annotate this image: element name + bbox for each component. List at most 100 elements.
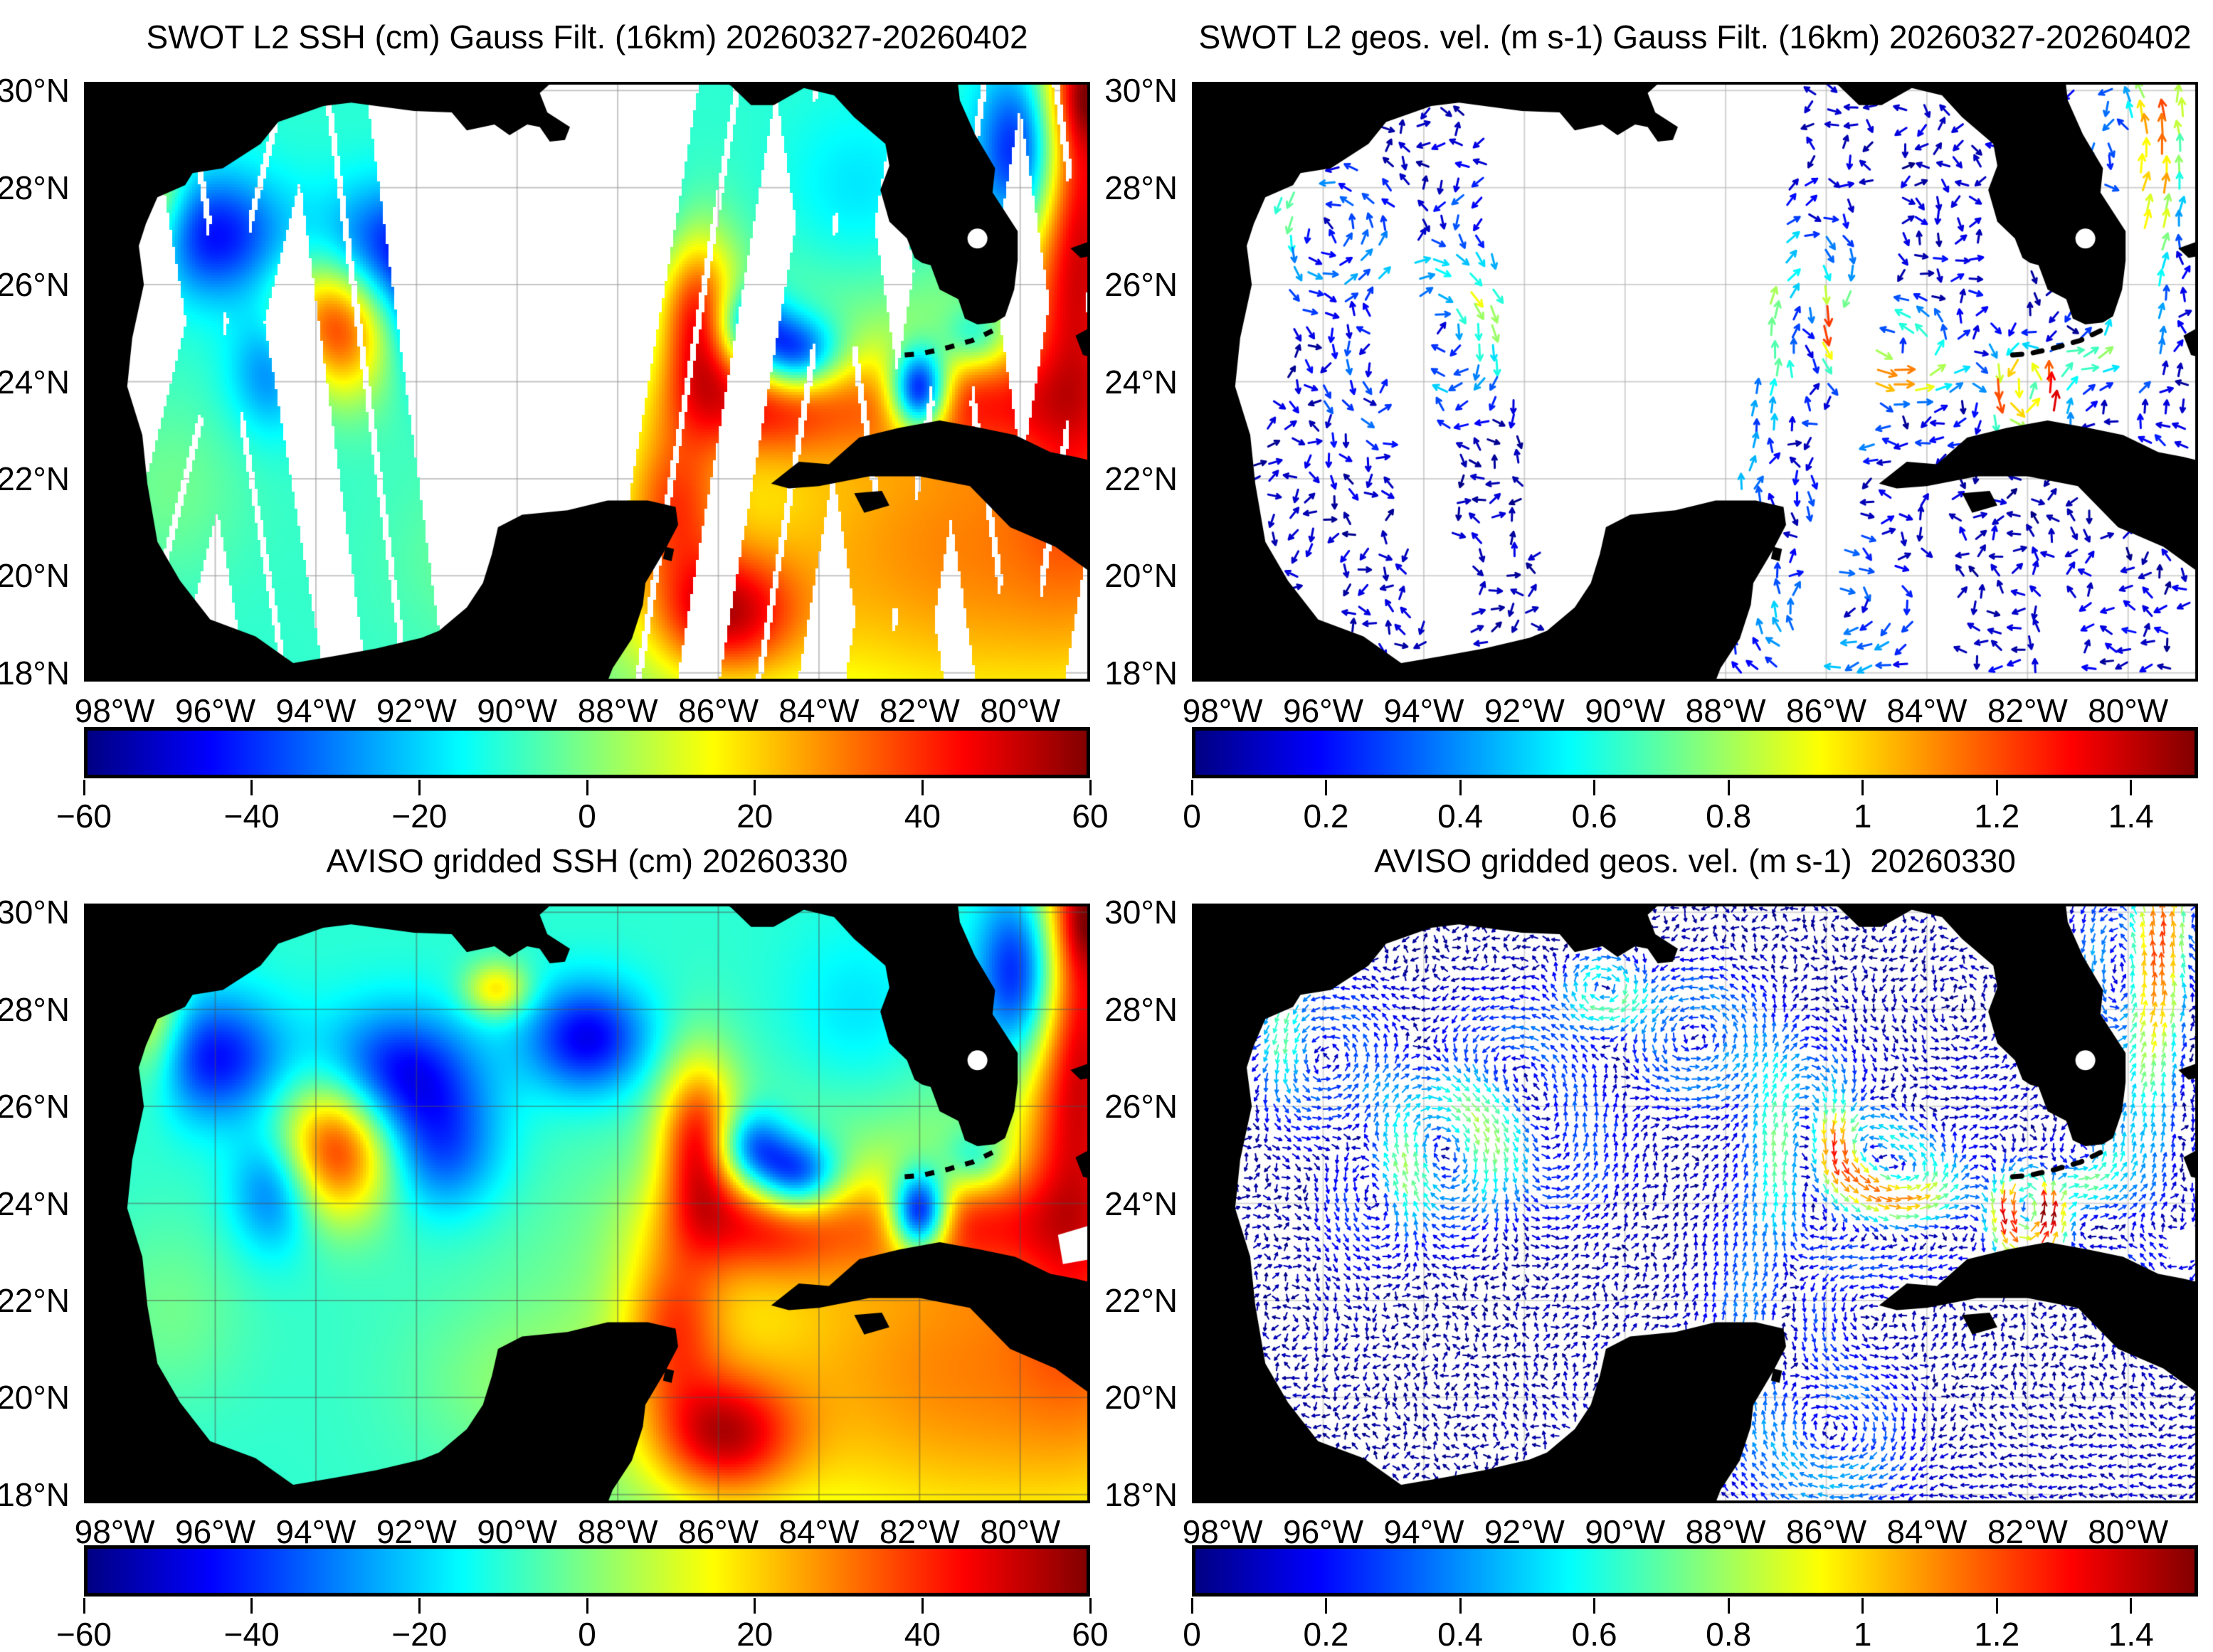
y-tick-label: 30°N: [1104, 72, 1178, 110]
colorbar-tick-label: 1: [1853, 1616, 1872, 1652]
colorbar-vel-top: [1192, 727, 2198, 778]
x-tick-label: 90°W: [1585, 1513, 1666, 1550]
colorbar-tick-label: 1: [1853, 798, 1872, 835]
x-tick-label: 92°W: [1484, 1513, 1565, 1550]
colorbar-tick-mark: [2130, 780, 2133, 795]
colorbar-tick-mark: [1325, 780, 1328, 795]
panel-title-aviso-ssh: AVISO gridded SSH (cm) 20260330: [326, 842, 848, 879]
x-tick-label: 82°W: [1987, 1513, 2068, 1550]
x-tick-label: 98°W: [1182, 1513, 1263, 1550]
x-tick-label: 84°W: [778, 1513, 860, 1550]
y-tick-label: 26°N: [1104, 266, 1178, 304]
colorbar-tick-label: 0.2: [1303, 1616, 1349, 1652]
x-tick-label: 90°W: [477, 692, 558, 729]
colorbar-tick-label: −60: [56, 1616, 112, 1652]
y-tick-label: 24°N: [1104, 363, 1178, 401]
x-tick-label: 80°W: [2088, 692, 2169, 729]
colorbar-tick-mark: [1995, 780, 1998, 795]
y-tick-label: 22°N: [1104, 1281, 1178, 1319]
colorbar-tick-mark: [1861, 780, 1864, 795]
panel-title-swot-ssh: SWOT L2 SSH (cm) Gauss Filt. (16km) 2026…: [146, 18, 1028, 55]
y-tick-label: 24°N: [1104, 1185, 1178, 1222]
colorbar-tick-mark: [2130, 1598, 2133, 1614]
colorbar-tick-label: 0.6: [1571, 798, 1617, 835]
colorbar-tick-label: 20: [736, 1616, 773, 1652]
y-tick-label: 20°N: [1104, 1379, 1178, 1417]
map-canvas-aviso-vel: [1192, 904, 2198, 1503]
y-tick-label: 26°N: [0, 1088, 70, 1126]
y-tick-label: 20°N: [1104, 557, 1178, 595]
x-tick-label: 88°W: [577, 692, 658, 729]
x-tick-label: 86°W: [678, 692, 759, 729]
colorbar-tick-label: 0: [1183, 798, 1201, 835]
colorbar-tick-mark: [754, 1598, 756, 1614]
colorbar-tick-mark: [1727, 1598, 1730, 1614]
colorbar-tick-mark: [1190, 1598, 1193, 1614]
colorbar-tick-mark: [1459, 780, 1462, 795]
colorbar-tick-mark: [1861, 1598, 1864, 1614]
colorbar-tick-mark: [1089, 780, 1092, 795]
colorbar-tick-label: 0.2: [1303, 798, 1349, 835]
y-tick-label: 18°N: [1104, 654, 1178, 692]
x-tick-label: 94°W: [275, 1513, 356, 1550]
colorbar-tick-label: 0.4: [1437, 798, 1484, 835]
colorbar-tick-label: 0: [578, 798, 596, 835]
y-tick-label: 26°N: [1104, 1088, 1178, 1126]
colorbar-vel-bottom: [1192, 1545, 2198, 1597]
x-tick-label: 92°W: [376, 692, 457, 729]
y-tick-label: 26°N: [0, 266, 70, 304]
colorbar-ssh-bottom: [84, 1545, 1090, 1597]
y-tick-label: 28°N: [0, 169, 70, 206]
x-tick-label: 82°W: [879, 1513, 960, 1550]
x-tick-label: 90°W: [477, 1513, 558, 1550]
colorbar-tick-label: 0.6: [1571, 1616, 1617, 1652]
x-tick-label: 80°W: [2088, 1513, 2169, 1550]
y-tick-label: 28°N: [1104, 169, 1178, 206]
x-tick-label: 86°W: [1786, 1513, 1866, 1550]
x-tick-label: 84°W: [778, 692, 860, 729]
colorbar-tick-label: 20: [736, 798, 773, 835]
colorbar-tick-label: −20: [391, 1616, 448, 1652]
y-tick-label: 28°N: [0, 990, 70, 1028]
y-tick-label: 20°N: [0, 1379, 70, 1417]
y-tick-label: 22°N: [0, 460, 70, 497]
colorbar-tick-mark: [754, 780, 756, 795]
x-tick-label: 96°W: [1283, 1513, 1363, 1550]
y-tick-label: 22°N: [0, 1281, 70, 1319]
y-tick-label: 24°N: [0, 363, 70, 401]
x-tick-label: 80°W: [980, 1513, 1061, 1550]
x-tick-label: 84°W: [1886, 692, 1968, 729]
colorbar-tick-mark: [921, 780, 924, 795]
colorbar-tick-mark: [83, 780, 85, 795]
colorbar-tick-mark: [1190, 780, 1193, 795]
colorbar-tick-label: 40: [904, 1616, 941, 1652]
map-canvas-aviso-ssh: [84, 904, 1090, 1503]
panel-title-aviso-vel: AVISO gridded geos. vel. (m s-1) 2026033…: [1374, 842, 2016, 879]
colorbar-tick-mark: [1995, 1598, 1998, 1614]
colorbar-tick-mark: [83, 1598, 85, 1614]
colorbar-tick-mark: [250, 780, 253, 795]
colorbar-tick-label: 0.4: [1437, 1616, 1484, 1652]
x-tick-label: 90°W: [1585, 692, 1666, 729]
colorbar-tick-label: 0.8: [1706, 798, 1752, 835]
y-tick-label: 20°N: [0, 557, 70, 595]
colorbar-tick-mark: [1459, 1598, 1462, 1614]
y-tick-label: 24°N: [0, 1185, 70, 1222]
colorbar-tick-label: 0.8: [1706, 1616, 1752, 1652]
colorbar-tick-label: 0: [1183, 1616, 1201, 1652]
x-tick-label: 96°W: [175, 692, 255, 729]
colorbar-tick-mark: [586, 1598, 588, 1614]
x-tick-label: 88°W: [577, 1513, 658, 1550]
x-tick-label: 98°W: [74, 692, 155, 729]
y-tick-label: 18°N: [1104, 1476, 1178, 1513]
colorbar-tick-mark: [1727, 780, 1730, 795]
colorbar-tick-label: −40: [223, 1616, 280, 1652]
colorbar-tick-mark: [418, 1598, 421, 1614]
y-tick-label: 30°N: [0, 894, 70, 931]
colorbar-ssh-top: [84, 727, 1090, 778]
x-tick-label: 82°W: [1987, 692, 2068, 729]
y-tick-label: 30°N: [0, 72, 70, 110]
x-tick-label: 94°W: [1383, 1513, 1464, 1550]
colorbar-tick-label: 1.2: [1974, 798, 2020, 835]
